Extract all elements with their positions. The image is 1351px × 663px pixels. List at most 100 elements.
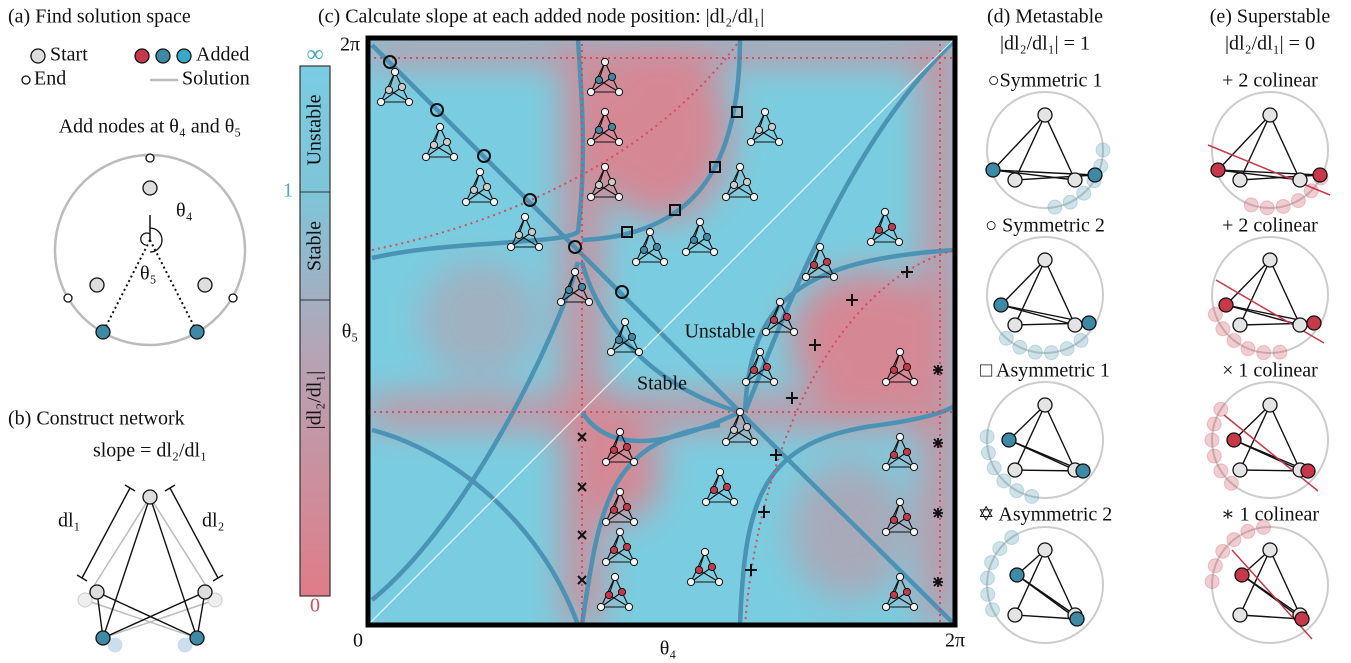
node: [596, 602, 606, 612]
marker: [523, 193, 537, 207]
node: [815, 242, 825, 252]
edge: [1269, 259, 1301, 326]
ghost-node: [998, 330, 1014, 346]
node: [729, 180, 739, 190]
node: [775, 297, 785, 307]
marker: [568, 240, 582, 254]
node: [689, 235, 699, 245]
node: [881, 527, 891, 537]
marker: [745, 564, 757, 576]
marker: [786, 392, 798, 404]
subtitle: |dl₂/dl₁| = 1: [1000, 33, 1090, 55]
mini-network: [881, 497, 919, 537]
node: [701, 497, 711, 507]
x-axis-label: θ₄: [660, 638, 677, 660]
edge: [725, 181, 748, 198]
node: [627, 332, 637, 342]
edge: [690, 566, 713, 583]
node: [681, 247, 691, 257]
node: [715, 467, 725, 477]
edge: [590, 181, 613, 198]
node: [866, 237, 876, 247]
node: [749, 192, 759, 202]
node: [586, 137, 596, 147]
mini-network: [881, 572, 919, 612]
ghost-node: [1043, 345, 1059, 361]
edge: [685, 236, 708, 253]
node: [1037, 542, 1053, 558]
edge: [1269, 549, 1301, 616]
node: [607, 122, 617, 132]
node: [584, 297, 594, 307]
node: [1262, 397, 1278, 413]
marker: [430, 103, 444, 117]
node: [909, 377, 919, 387]
node: [1037, 252, 1053, 268]
node: [489, 197, 499, 207]
panel-a: (a) Find solution space Start Added End …: [8, 6, 250, 347]
node: [607, 177, 617, 187]
edge: [1239, 404, 1271, 471]
edge: [1225, 259, 1271, 306]
panel-b: (b) Construct network slope = dl₂/dl₁ dl…: [8, 408, 225, 653]
node: [902, 512, 912, 522]
node: [629, 517, 639, 527]
node: [1262, 542, 1278, 558]
node: [1067, 172, 1083, 188]
node: [889, 365, 899, 375]
node: [1232, 317, 1248, 333]
edge: [1016, 574, 1078, 620]
axis-origin: 0: [353, 630, 363, 652]
marker: [577, 575, 587, 585]
marker: [669, 204, 681, 216]
ghost-node: [1290, 193, 1306, 209]
mini-network: [376, 67, 414, 107]
ghost-node: [980, 445, 996, 461]
marker: [477, 149, 491, 163]
edge: [1241, 574, 1303, 620]
node: [686, 577, 696, 587]
edge: [605, 506, 628, 523]
edge: [1000, 304, 1076, 326]
node: [89, 277, 105, 293]
node: [889, 450, 899, 460]
node: [746, 137, 756, 147]
solution-circle: [1211, 91, 1329, 209]
y-axis-max: 2π: [340, 34, 360, 56]
panel-title: (a) Find solution space: [8, 6, 191, 28]
node: [622, 542, 632, 552]
node: [909, 527, 919, 537]
marker: [758, 506, 770, 518]
edge: [750, 126, 773, 143]
node: [1306, 315, 1322, 331]
edge: [610, 336, 633, 353]
node: [610, 572, 620, 582]
ghost-node: [1223, 475, 1239, 491]
mini-network: [681, 217, 719, 257]
node: [600, 162, 610, 172]
node: [609, 445, 619, 455]
node: [894, 237, 904, 247]
edge: [765, 316, 788, 333]
subtitle: slope = dl₂/dl₁: [93, 440, 207, 462]
colorbar-tick: ∞: [306, 42, 323, 68]
ghost-node: [1204, 574, 1220, 590]
node: [607, 72, 617, 82]
legend-label: Added: [196, 44, 249, 66]
node: [645, 227, 655, 237]
node: [506, 242, 516, 252]
edge: [992, 114, 1046, 171]
node: [760, 107, 770, 117]
node: [1232, 462, 1248, 478]
panel-e: (e) Superstable |dl₂/dl₁| = 0 + 2 coline…: [1210, 6, 1331, 526]
edge: [1044, 114, 1076, 181]
node: [600, 107, 610, 117]
length-label: dl₁: [58, 510, 81, 532]
plot-frame: [365, 35, 958, 628]
mini-network: [601, 427, 639, 467]
ghost-node: [1027, 344, 1043, 360]
node: [421, 152, 431, 162]
node: [829, 272, 839, 282]
node: [586, 192, 596, 202]
ghost-node: [984, 554, 1000, 570]
